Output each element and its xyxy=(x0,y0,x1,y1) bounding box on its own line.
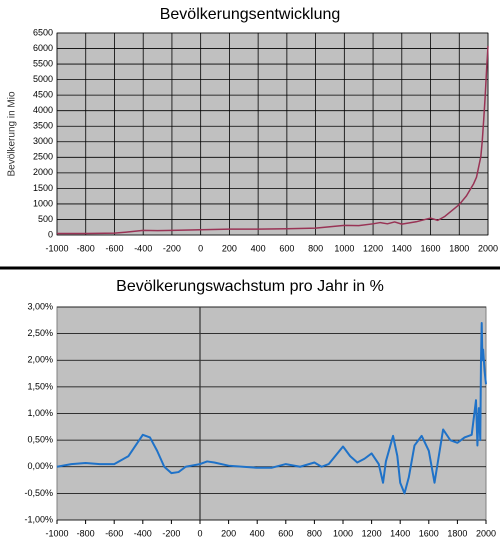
x-tick-label: 1800 xyxy=(449,243,469,253)
y-tick-label: -1,00% xyxy=(24,514,53,524)
y-tick-label: 0 xyxy=(48,229,53,239)
y-tick-label: 1000 xyxy=(33,198,53,208)
x-tick-label: 1200 xyxy=(363,243,383,253)
plot-area xyxy=(56,32,489,236)
x-tick-label: 2000 xyxy=(478,243,498,253)
x-tick-label: 2000 xyxy=(476,528,496,538)
x-tick-label: 1000 xyxy=(333,528,353,538)
y-tick-label: 4500 xyxy=(33,90,53,100)
x-tick-label: 400 xyxy=(251,243,266,253)
x-tick-label: -600 xyxy=(105,243,123,253)
x-tick-label: -1000 xyxy=(45,528,68,538)
y-tick-label: 6000 xyxy=(33,43,53,53)
x-tick-label: -800 xyxy=(77,528,95,538)
x-tick-label: 1600 xyxy=(419,528,439,538)
x-tick-label: 200 xyxy=(221,528,236,538)
x-tick-label: 0 xyxy=(198,243,203,253)
x-tick-label: 800 xyxy=(307,528,322,538)
y-tick-label: 1,00% xyxy=(27,408,53,418)
y-tick-label: 500 xyxy=(38,214,53,224)
y-tick-label: 2000 xyxy=(33,167,53,177)
y-tick-label: 2,50% xyxy=(27,328,53,338)
x-tick-label: 600 xyxy=(278,528,293,538)
x-tick-label: 1800 xyxy=(447,528,467,538)
y-tick-label: 0,50% xyxy=(27,435,53,445)
x-tick-label: 200 xyxy=(222,243,237,253)
y-tick-label: 3000 xyxy=(33,136,53,146)
x-tick-label: -600 xyxy=(105,528,123,538)
chart-title: Bevölkerungsentwicklung xyxy=(160,6,341,23)
x-tick-label: 1000 xyxy=(334,243,354,253)
y-tick-label: 1,50% xyxy=(27,381,53,391)
x-tick-label: 0 xyxy=(197,528,202,538)
x-tick-label: -400 xyxy=(134,528,152,538)
x-tick-label: 800 xyxy=(308,243,323,253)
y-tick-label: 0,00% xyxy=(27,461,53,471)
y-tick-label: -0,50% xyxy=(24,488,53,498)
x-tick-label: 400 xyxy=(250,528,265,538)
y-tick-label: 6500 xyxy=(33,27,53,37)
x-tick-label: 600 xyxy=(279,243,294,253)
y-tick-label: 3,00% xyxy=(27,301,53,311)
x-tick-label: -1000 xyxy=(45,243,68,253)
y-axis-label: Bevölkerung in Mio xyxy=(7,91,18,176)
y-tick-label: 4000 xyxy=(33,105,53,115)
x-tick-label: 1200 xyxy=(362,528,382,538)
data-line xyxy=(57,46,489,235)
x-tick-label: 1400 xyxy=(390,528,410,538)
y-tick-label: 5500 xyxy=(33,58,53,68)
x-tick-label: -800 xyxy=(77,243,95,253)
y-tick-label: 1500 xyxy=(33,183,53,193)
x-tick-label: 1600 xyxy=(421,243,441,253)
chart-title: Bevölkerungswachstum pro Jahr in % xyxy=(116,278,384,295)
y-tick-label: 2,00% xyxy=(27,355,53,365)
x-tick-label: -400 xyxy=(134,243,152,253)
x-tick-label: 1400 xyxy=(392,243,412,253)
y-tick-label: 2500 xyxy=(33,152,53,162)
y-tick-label: 3500 xyxy=(33,121,53,131)
y-tick-label: 5000 xyxy=(33,74,53,84)
x-tick-label: -200 xyxy=(163,243,181,253)
data-line xyxy=(56,321,487,495)
x-tick-label: -200 xyxy=(162,528,180,538)
